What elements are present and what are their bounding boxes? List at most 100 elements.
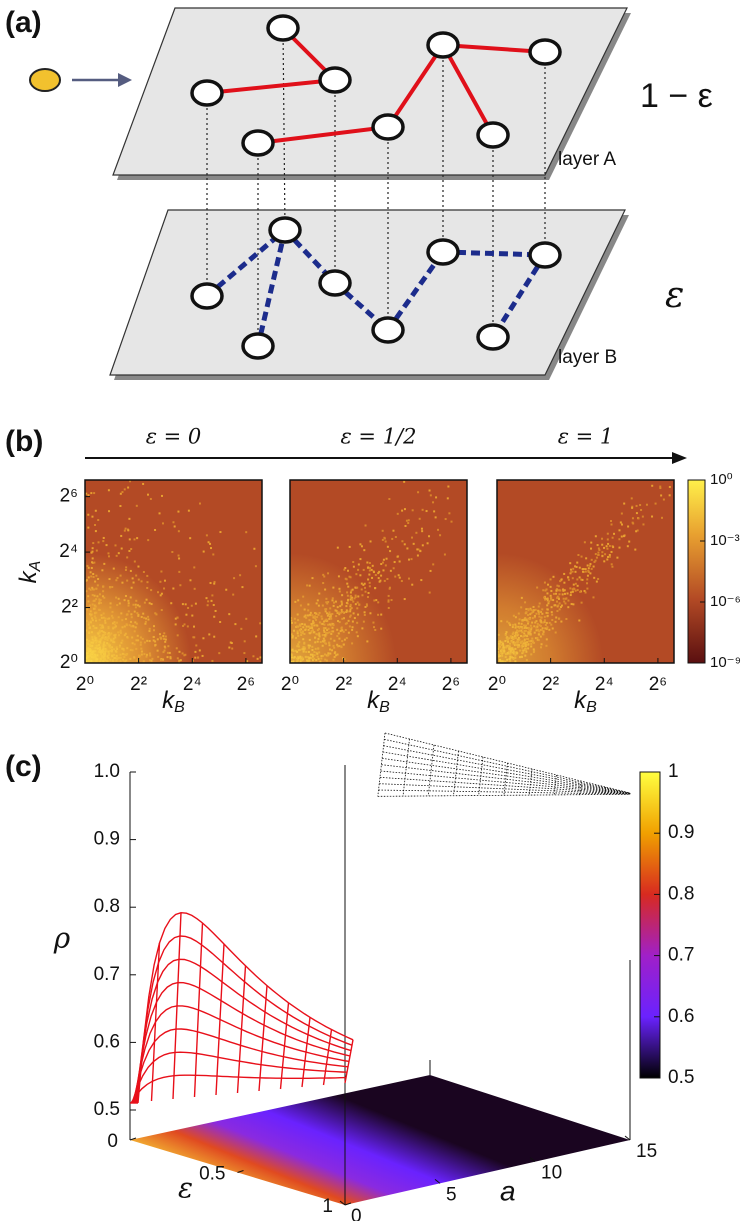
a-axis-label: a [500, 1175, 516, 1206]
frame [84, 479, 263, 664]
surface-column [258, 985, 268, 1092]
label-sub: B [379, 699, 390, 716]
colorbar [687, 479, 706, 664]
eps-tick [344, 1202, 352, 1206]
surface-grid [379, 776, 631, 795]
panel-label: (a) [5, 6, 42, 39]
z-tick-label: 0.5 [94, 1099, 120, 1120]
x-tick-label: 2⁰ [488, 674, 506, 695]
frame [289, 479, 468, 664]
y-tick-label: 2⁰ [60, 652, 78, 673]
z-tick-label: 0.9 [94, 829, 120, 850]
surface-column [301, 1017, 311, 1088]
edge-b [490, 253, 548, 339]
colorbar-label: 0.6 [668, 1006, 694, 1027]
edge-b [205, 228, 287, 298]
node [190, 79, 224, 107]
surface-column [279, 1002, 290, 1090]
label-sub: A [27, 561, 44, 573]
x-tick-label: 2⁴ [183, 674, 202, 695]
edge-b [442, 249, 546, 258]
colorbar-label: 0.5 [668, 1067, 694, 1088]
frame [496, 479, 675, 664]
node [266, 14, 300, 42]
surface-column [172, 912, 182, 1100]
heatmap-core [290, 480, 467, 663]
eps-axis-label: ε [178, 1172, 193, 1205]
node [318, 66, 352, 94]
surface-plot: 0.5 0.6 0.7 0.8 0.9 1.0 ρ 0 0.5 1 ε 0 5 10 15 a 0.5 0.6 0.… [53, 732, 694, 1221]
x-tick-label: 2⁰ [76, 674, 94, 695]
surface-grid [377, 793, 631, 797]
x-tick-label: 2² [542, 674, 559, 695]
x-tick-label: 2⁴ [388, 674, 407, 695]
eps-tick [129, 1137, 137, 1141]
y-axis-label: kA [15, 561, 44, 584]
surface-grid [427, 744, 435, 796]
surface-grid [528, 768, 533, 796]
a-tick [529, 1157, 536, 1163]
x-tick-label: 2⁶ [649, 674, 667, 695]
x-tick-label: 2⁶ [237, 674, 255, 695]
node [476, 323, 510, 351]
weight-label: ε [665, 275, 684, 316]
a-tick-label: 10 [541, 1163, 562, 1184]
layer-label: layer B [558, 347, 617, 368]
panel-label: (c) [5, 750, 42, 783]
node [528, 38, 562, 66]
surface-column [236, 965, 247, 1094]
surface-column [344, 1039, 354, 1084]
surface-grid [402, 738, 410, 797]
surface-grid [503, 762, 508, 796]
node [528, 241, 562, 269]
node [426, 31, 460, 59]
surface-row [134, 981, 351, 1104]
heatmap-core [497, 480, 674, 663]
eps-tick [237, 1170, 244, 1173]
node [241, 129, 275, 157]
colorbar-label: 1 [668, 761, 679, 782]
z-tick-label: 0.7 [94, 964, 120, 985]
a-tick [434, 1178, 441, 1184]
eps-tick-label: 1 [322, 1196, 333, 1217]
label-base: k [574, 687, 588, 714]
x-axis-label: kB [367, 687, 390, 716]
plane [112, 7, 628, 176]
panel-title: ε = 1/2 [340, 425, 416, 449]
label-base: k [367, 687, 381, 714]
colorbar-label: 10⁰ [710, 471, 733, 488]
edge-b [255, 229, 288, 347]
colorbar-label: 0.7 [668, 945, 694, 966]
label-base: k [162, 687, 176, 714]
node [371, 316, 405, 344]
y-tick-label: 2⁶ [60, 486, 78, 507]
z-tick-label: 1.0 [94, 761, 120, 782]
surface-grid [553, 774, 557, 795]
a-tick [339, 1200, 346, 1206]
a-tick [624, 1135, 631, 1141]
a-tick-label: 5 [446, 1184, 457, 1205]
panel-title: ε = 1 [558, 425, 614, 449]
surface-column [150, 942, 161, 1102]
label-sub: B [586, 699, 597, 716]
base-plane [130, 1075, 630, 1205]
surface-column [215, 943, 225, 1096]
label-base: k [15, 569, 42, 583]
layer-label: layer A [558, 149, 616, 170]
a-tick-label: 15 [636, 1141, 657, 1162]
multiplex-diagram: 1 − ε ε layer A layer B [29, 7, 713, 380]
node [426, 238, 460, 266]
surface-column [193, 922, 204, 1098]
a-tick-label: 0 [351, 1206, 362, 1221]
node [318, 269, 352, 297]
eps-tick-label: 0.5 [199, 1164, 225, 1185]
panel-title: ε = 0 [146, 425, 202, 449]
plane [109, 209, 626, 376]
panel-label: (b) [5, 425, 43, 458]
z-tick-label: 0.8 [94, 896, 120, 917]
edge-a [206, 78, 336, 95]
colorbar-label: 10⁻³ [710, 532, 740, 549]
node [268, 216, 302, 244]
